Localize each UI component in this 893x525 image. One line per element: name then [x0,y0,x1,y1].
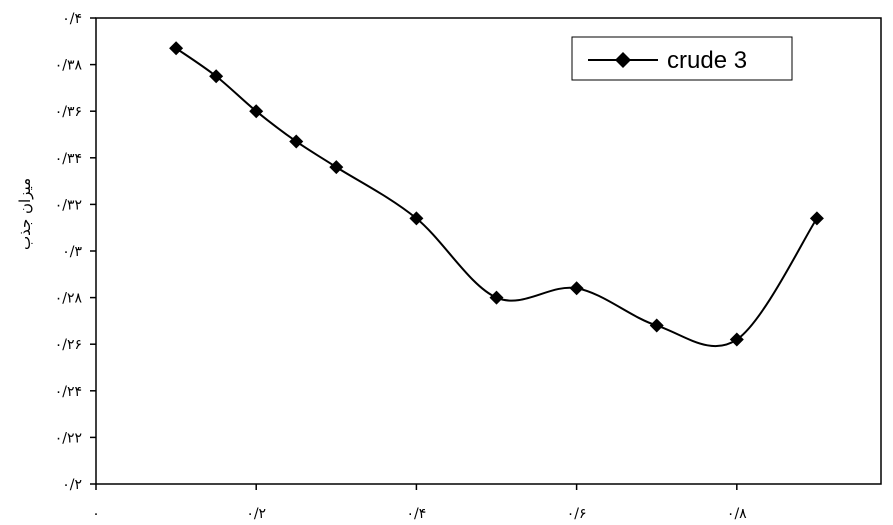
y-axis-title: میزان جذب [16,178,34,250]
y-tick-label: ۰/۲۲ [55,430,82,446]
x-tick-label: ۰ [92,506,100,522]
y-tick-label: ۰/۴ [62,11,82,27]
x-tick-label: ۰/۲ [246,506,266,522]
y-tick-label: ۰/۳ [62,244,82,260]
data-point-marker [169,41,184,56]
y-tick-label: ۰/۳۴ [55,151,82,167]
legend-box [571,36,793,81]
data-point-marker [409,211,424,226]
x-axis: ۰ ۰/۲ ۰/۴ ۰/۶ ۰/۸ [92,484,747,522]
y-axis: ۰/۲ ۰/۲۲ ۰/۲۴ ۰/۲۶ ۰/۲۸ ۰/۳ ۰/۳۲ ۰/۳۴ ۰/۳۶ ۰/۳۸ ۰/… [55,11,96,493]
data-point-marker [569,281,584,296]
legend-diamond-icon [615,52,631,68]
x-tick-label: ۰/۸ [727,506,747,522]
y-tick-label: ۰/۳۲ [55,197,82,213]
data-point-marker [209,69,224,84]
data-point-marker [289,134,304,149]
series-markers-crude-3 [169,41,824,347]
x-tick-label: ۰/۴ [407,506,427,522]
data-point-marker [809,211,824,226]
data-point-marker [329,160,344,175]
legend: crude 3 [571,36,793,81]
y-tick-label: ۰/۳۶ [55,104,82,120]
y-tick-label: ۰/۳۸ [55,58,83,74]
y-tick-label: ۰/۲۸ [55,291,83,307]
y-tick-label: ۰/۲۴ [55,384,82,400]
y-tick-label: ۰/۲۶ [55,337,82,353]
legend-label: crude 3 [667,47,747,74]
data-point-marker [649,318,664,333]
x-tick-label: ۰/۶ [567,506,587,522]
plot-frame [95,17,882,485]
y-tick-label: ۰/۲ [62,477,82,493]
data-point-marker [489,290,504,305]
data-point-marker [729,332,744,347]
data-point-marker [249,104,264,119]
